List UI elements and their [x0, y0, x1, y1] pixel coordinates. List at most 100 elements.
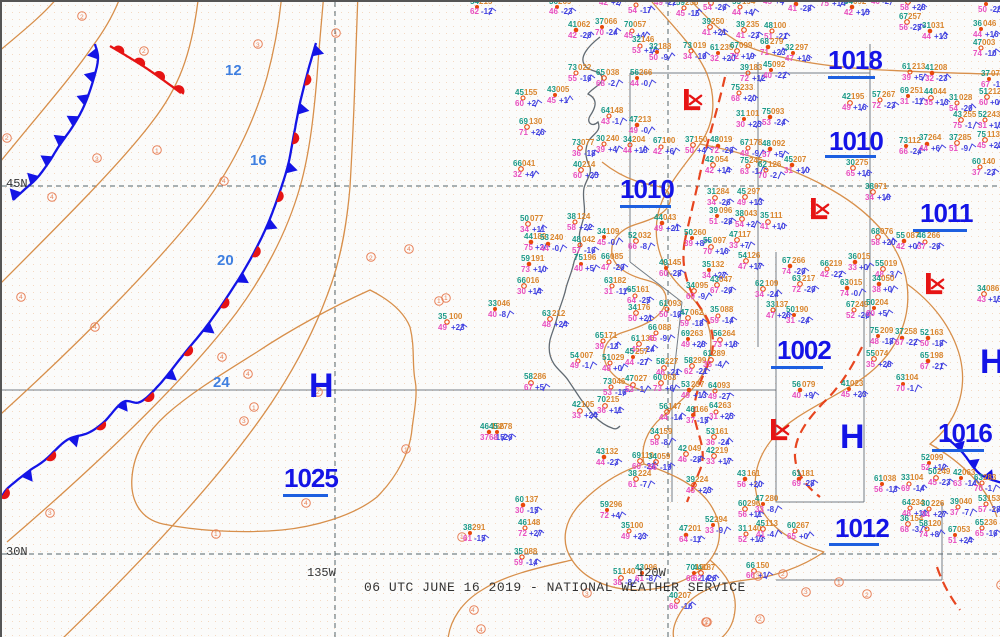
svg-text:046: 046	[497, 299, 511, 308]
svg-text:3: 3	[48, 510, 52, 517]
svg-text:59: 59	[514, 558, 523, 567]
svg-text:296: 296	[609, 500, 623, 509]
svg-text:74: 74	[782, 267, 791, 276]
svg-text:47: 47	[766, 311, 775, 320]
svg-text:251: 251	[910, 86, 924, 95]
svg-text:130: 130	[529, 117, 543, 126]
svg-text:30: 30	[515, 506, 524, 515]
svg-text:190: 190	[795, 305, 809, 314]
svg-text:120: 120	[928, 519, 942, 528]
svg-text:280: 280	[765, 494, 779, 503]
svg-text:47: 47	[755, 494, 764, 503]
svg-text:-24: -24	[798, 316, 810, 325]
svg-text:65: 65	[975, 529, 984, 538]
svg-text:57: 57	[762, 150, 771, 159]
svg-text:148: 148	[610, 106, 624, 115]
svg-text:266: 266	[639, 68, 653, 77]
svg-text:61: 61	[710, 43, 719, 52]
svg-text:176: 176	[637, 303, 651, 312]
svg-text:59: 59	[710, 316, 719, 325]
svg-text:215: 215	[606, 395, 620, 404]
svg-text:49: 49	[681, 340, 690, 349]
svg-text:55: 55	[896, 231, 905, 240]
svg-text:64: 64	[679, 535, 688, 544]
svg-text:53: 53	[681, 380, 690, 389]
svg-text:45: 45	[648, 334, 657, 343]
svg-text:100: 100	[449, 312, 463, 321]
svg-text:70: 70	[703, 247, 712, 256]
svg-text:027: 027	[634, 374, 648, 383]
svg-text:40: 40	[488, 310, 497, 319]
svg-text:44: 44	[630, 79, 639, 88]
svg-text:+0: +0	[859, 263, 869, 272]
svg-text:077: 077	[530, 214, 544, 223]
svg-text:1: 1	[404, 447, 408, 454]
svg-text:126: 126	[747, 251, 761, 260]
svg-text:291: 291	[472, 523, 486, 532]
svg-text:2: 2	[865, 592, 869, 599]
svg-text:159: 159	[659, 427, 673, 436]
svg-text:257: 257	[908, 12, 922, 21]
svg-text:48: 48	[870, 337, 879, 346]
svg-text:180: 180	[987, 2, 1000, 3]
svg-text:015: 015	[849, 278, 863, 287]
svg-text:45: 45	[597, 238, 606, 247]
svg-text:101: 101	[746, 109, 760, 118]
svg-text:55: 55	[568, 74, 577, 83]
svg-text:269: 269	[558, 2, 572, 6]
svg-text:-28: -28	[690, 455, 702, 464]
svg-text:130: 130	[695, 563, 709, 572]
svg-text:-1: -1	[612, 117, 620, 126]
svg-text:52: 52	[846, 311, 855, 320]
svg-text:58: 58	[567, 223, 576, 232]
svg-text:72: 72	[518, 529, 527, 538]
svg-text:55: 55	[703, 236, 712, 245]
svg-text:-23: -23	[607, 458, 619, 467]
svg-text:69: 69	[686, 292, 695, 301]
svg-text:42: 42	[568, 31, 577, 40]
svg-text:086: 086	[986, 284, 1000, 293]
svg-text:71: 71	[519, 128, 528, 137]
svg-text:170: 170	[637, 2, 651, 4]
svg-text:096: 096	[719, 206, 733, 215]
svg-text:58: 58	[871, 238, 880, 247]
svg-text:35: 35	[703, 360, 712, 369]
svg-text:-20: -20	[804, 285, 816, 294]
svg-text:49: 49	[654, 224, 663, 233]
svg-text:62: 62	[470, 7, 479, 16]
svg-text:155: 155	[524, 88, 538, 97]
svg-text:204: 204	[875, 298, 889, 307]
svg-text:092: 092	[772, 60, 786, 69]
svg-text:44: 44	[659, 413, 668, 422]
svg-text:75: 75	[953, 121, 962, 130]
svg-text:36: 36	[973, 19, 982, 28]
svg-text:-2: -2	[882, 2, 890, 6]
svg-text:61: 61	[463, 534, 472, 543]
svg-text:132: 132	[605, 447, 619, 456]
svg-text:+0: +0	[613, 364, 623, 373]
svg-text:235: 235	[746, 20, 760, 29]
svg-text:213: 213	[638, 115, 652, 124]
svg-text:-9: -9	[698, 292, 706, 301]
svg-text:45: 45	[625, 347, 634, 356]
svg-text:063: 063	[663, 373, 677, 382]
svg-text:215: 215	[479, 2, 493, 6]
svg-text:-8: -8	[640, 242, 648, 251]
svg-text:100: 100	[662, 136, 676, 145]
svg-text:3: 3	[242, 418, 246, 425]
svg-text:161: 161	[636, 285, 650, 294]
svg-text:73: 73	[521, 265, 530, 274]
svg-text:198: 198	[930, 351, 944, 360]
svg-text:-26: -26	[722, 146, 734, 155]
svg-text:249: 249	[937, 467, 951, 476]
svg-text:45: 45	[547, 96, 556, 105]
svg-text:077: 077	[991, 69, 1000, 78]
svg-text:67: 67	[920, 362, 929, 371]
svg-text:092: 092	[772, 139, 786, 148]
svg-text:53: 53	[625, 385, 634, 394]
svg-text:40: 40	[871, 2, 880, 6]
svg-text:147: 147	[668, 402, 682, 411]
svg-text:37: 37	[686, 416, 695, 425]
svg-text:34: 34	[755, 290, 764, 299]
svg-text:196: 196	[583, 253, 597, 262]
